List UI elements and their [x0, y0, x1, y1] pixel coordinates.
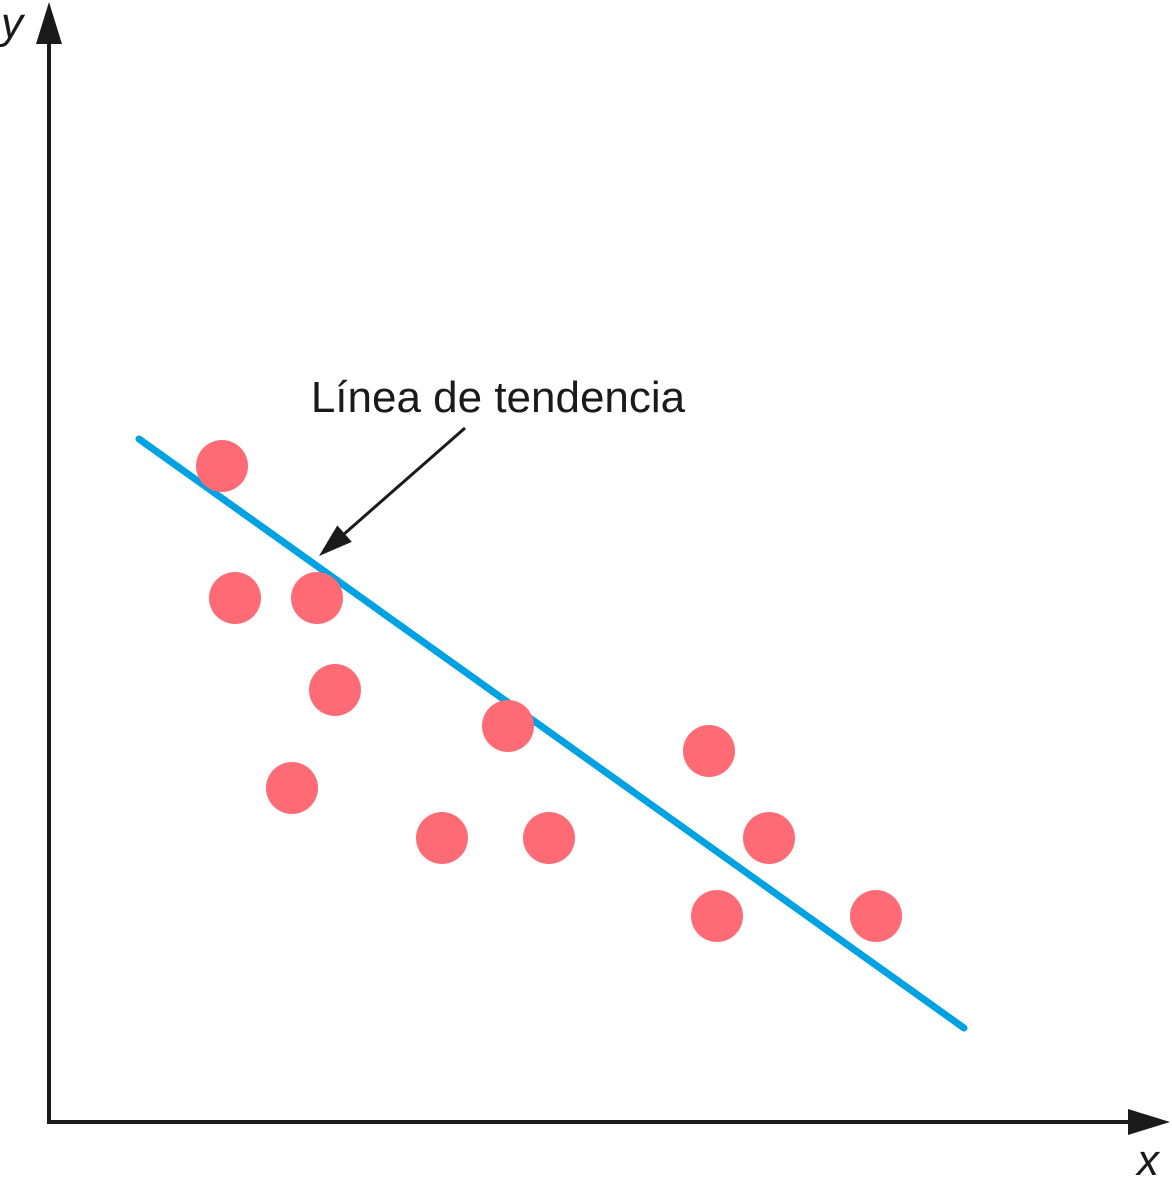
data-point-9 [683, 725, 735, 777]
data-point-2 [209, 572, 261, 624]
y-axis: y [0, 0, 62, 1122]
x-axis-label: x [1135, 1136, 1161, 1177]
data-point-8 [523, 812, 575, 864]
annotation-arrowhead [319, 525, 352, 556]
trendline [135, 435, 968, 1032]
data-point-3 [291, 572, 343, 624]
data-point-4 [309, 664, 361, 716]
y-axis-arrow [36, 2, 62, 44]
x-axis-arrow [1128, 1109, 1170, 1135]
data-point-12 [850, 890, 902, 942]
data-point-7 [482, 700, 534, 752]
data-point-5 [266, 762, 318, 814]
trendline-layer [135, 435, 968, 1032]
points-layer [196, 440, 902, 942]
data-point-6 [416, 812, 468, 864]
trendline-annotation-label: Línea de tendencia [311, 373, 686, 422]
annotation-pointer-line [343, 426, 466, 535]
y-axis-label: y [0, 0, 26, 48]
data-point-11 [691, 890, 743, 942]
x-axis: x [47, 1109, 1170, 1177]
annotation-layer: Línea de tendencia [311, 373, 686, 556]
data-point-10 [743, 812, 795, 864]
data-point-1 [196, 440, 248, 492]
